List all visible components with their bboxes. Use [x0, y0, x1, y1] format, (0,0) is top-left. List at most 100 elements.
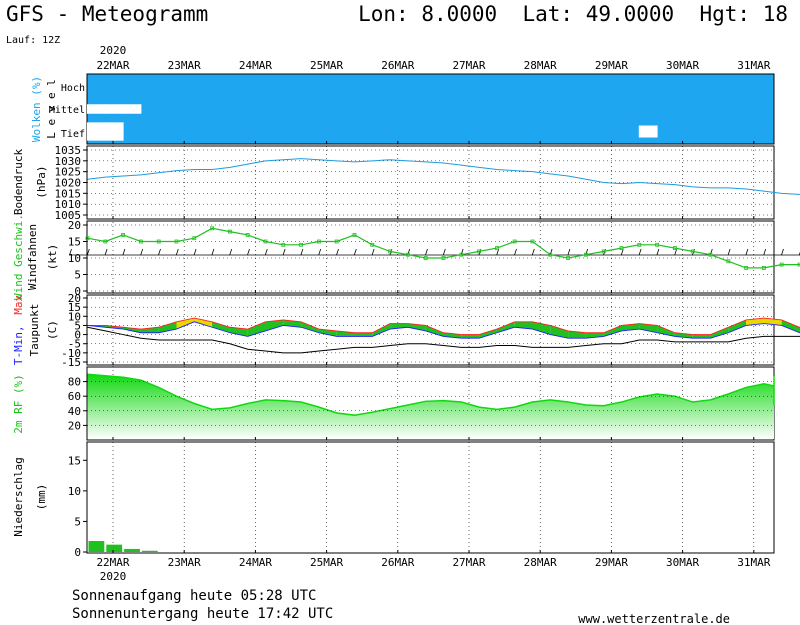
temperature-band [710, 327, 729, 339]
precip-tick-label: 5 [74, 515, 81, 528]
wind-speed-point [370, 242, 375, 247]
bottom-date-28MAR: 28MAR [524, 556, 557, 569]
wind-barb-flag [264, 248, 268, 256]
temperature-band [568, 330, 586, 339]
temperature-band [407, 323, 426, 331]
wind-speed-point [494, 246, 499, 251]
bottom-date-26MAR: 26MAR [381, 556, 414, 569]
wind-barb-flag [514, 248, 517, 256]
pressure-tick-label: 1035 [55, 144, 82, 157]
temperature-band [140, 327, 159, 333]
wind-speed-point [619, 246, 624, 251]
wind-speed-point [566, 256, 570, 260]
tmin-label: T-Min, [12, 325, 25, 365]
temperature-unit: (C) [46, 320, 59, 340]
temperature-tick-label: -15 [61, 356, 81, 369]
temperature-band [194, 318, 213, 328]
wind-speed-point [762, 265, 766, 270]
pressure-tick-label: 1030 [55, 155, 82, 168]
temperature-band [336, 330, 355, 337]
precip-tick-label: 10 [68, 485, 81, 498]
wind-speed-point [334, 239, 339, 244]
wind-barb-flag [282, 248, 286, 256]
bottom-date-27MAR: 27MAR [452, 556, 485, 569]
cloud-block-tief [87, 122, 106, 141]
wind-speed-point [299, 242, 304, 247]
bottom-date-labels: 22MAR 23MAR 24MAR 25MAR 26MAR 27MAR 28MAR 29MAR… [96, 556, 770, 569]
clouds-panel [86, 73, 775, 145]
temperature-tick-label: 5 [74, 319, 81, 332]
wind-speed-point [637, 242, 642, 247]
pressure-ylabel: Bodendruck [12, 149, 25, 216]
wind-speed-point [459, 252, 464, 257]
wind-speed-point [601, 249, 606, 254]
dewpoint-line [87, 326, 800, 354]
cloud-level-labels: Hoch Mittel Tief [49, 83, 85, 140]
temperature-band [674, 332, 693, 339]
temperature-tick-label: -5 [68, 338, 81, 351]
wind-speed-point [477, 249, 482, 254]
temperature-ylabel: T-Min, Max [12, 295, 25, 366]
wind-barb-flag [407, 248, 411, 256]
top-date-27MAR: 27MAR [452, 59, 485, 72]
wind-barb-flag [353, 248, 357, 256]
pressure-tick-label: 1005 [55, 209, 82, 222]
pressure-tick-label: 1020 [55, 177, 82, 190]
temperature-band [229, 327, 248, 337]
wind-panel [86, 220, 775, 294]
wind-speed-line [87, 227, 800, 269]
wind-tick-label: 5 [74, 269, 81, 282]
bottom-date-30MAR: 30MAR [666, 556, 699, 569]
wind-barb-flag [104, 248, 108, 256]
temperature-band [212, 321, 230, 333]
top-date-23MAR: 23MAR [168, 59, 201, 72]
top-date-25MAR: 25MAR [310, 59, 343, 72]
wind-speed-point [441, 256, 446, 260]
cloud-block-tief [638, 125, 658, 138]
wind-speed-point [227, 229, 232, 234]
wind-barb-flag [371, 248, 375, 256]
temperature-band [318, 329, 337, 337]
wind-speed-point [548, 252, 553, 257]
wind-speed-point [138, 239, 143, 244]
level-label-low: Tief [61, 129, 85, 140]
temperature-band [728, 319, 747, 333]
tmax-label: Max [12, 295, 25, 315]
bottom-date-25MAR: 25MAR [310, 556, 343, 569]
humidity-area [87, 374, 774, 439]
wind-ylabel-speed: Wind Geschwi. [12, 214, 25, 300]
precip-bar [124, 548, 140, 552]
wind-barb-flag [442, 248, 446, 256]
clouds-level-label: L e v e l [45, 79, 58, 139]
wind-speed-point [673, 246, 677, 251]
precip-tick-label: 15 [68, 454, 81, 467]
year-bottom: 2020 [100, 570, 127, 583]
precip-panel [86, 441, 775, 554]
wind-speed-point [174, 239, 179, 244]
temperature-band [390, 323, 408, 330]
temperature-tick-label: 15 [68, 301, 81, 314]
temperature-tick-label: 10 [68, 310, 81, 323]
wind-speed-point [744, 265, 748, 270]
temperature-band [265, 319, 284, 331]
wind-speed-point [263, 239, 268, 244]
wind-barb-flag [709, 248, 713, 256]
tmax-line [87, 317, 800, 336]
pressure-tick-label: 1025 [55, 166, 82, 179]
wind-barb-flag [567, 248, 571, 256]
top-date-30MAR: 30MAR [666, 59, 699, 72]
top-date-29MAR: 29MAR [595, 59, 628, 72]
wind-speed-point [405, 252, 410, 257]
pressure-tick-label: 1010 [55, 198, 82, 211]
top-date-22MAR: 22MAR [96, 59, 129, 72]
wind-barb-flag [638, 248, 642, 256]
wind-barb-flag [211, 248, 215, 256]
wind-speed-point [726, 259, 731, 264]
wind-barb-flag [549, 248, 553, 256]
temperature-band [354, 332, 373, 337]
wind-speed-point [103, 239, 108, 244]
bottom-date-29MAR: 29MAR [595, 556, 628, 569]
top-date-28MAR: 28MAR [524, 59, 557, 72]
temperature-band [763, 318, 782, 326]
